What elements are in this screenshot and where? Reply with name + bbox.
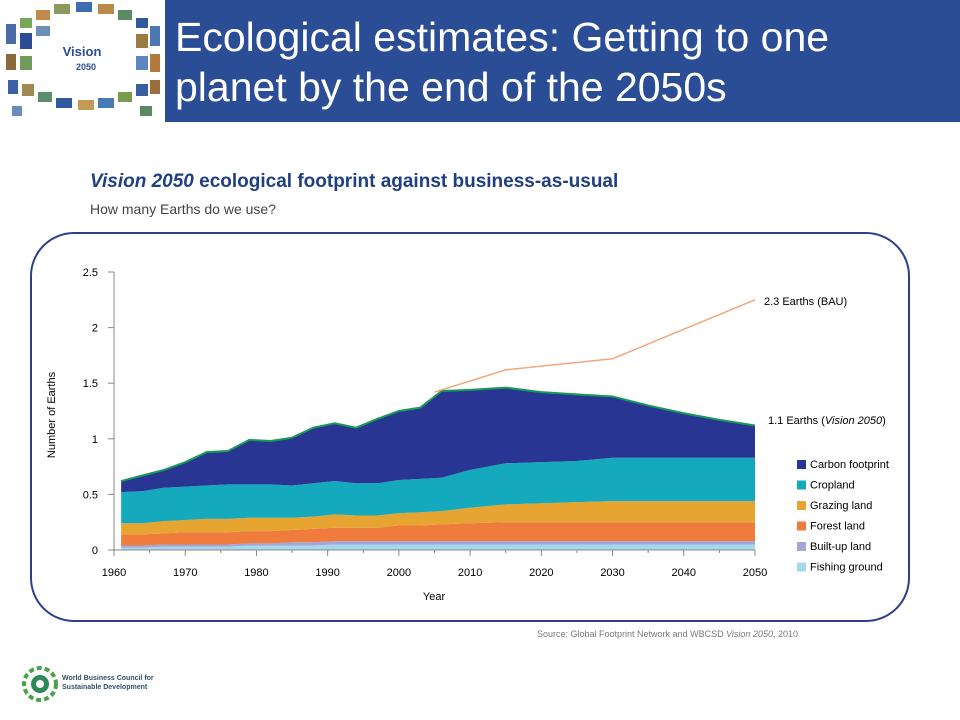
chart-subheading: How many Earths do we use? [90,201,276,217]
area-built-up-land [121,541,756,548]
wbcsd-logo: World Business Council for Sustainable D… [22,666,154,702]
vision-2050-logo: Vision 2050 [0,0,165,122]
wbcsd-line-1: World Business Council for [62,675,154,682]
y-tick-label: 2.5 [83,267,98,279]
y-tick-label: 1 [92,434,98,446]
slide-title: Ecological estimates: Getting to one pla… [175,12,945,112]
title-band: Ecological estimates: Getting to one pla… [165,0,960,122]
area-fishing-ground [121,544,756,550]
stacked-areas [121,387,756,550]
x-tick-label: 2030 [600,567,624,579]
chart-heading-italic: Vision 2050 [90,171,194,192]
source-prefix: Source: Global Footprint Network and WBC… [537,629,727,639]
x-tick-label: 2000 [387,567,411,579]
legend-label: Carbon footprint [810,459,889,471]
legend-label: Grazing land [810,500,872,512]
x-axis-title: Year [423,591,446,603]
vision-annotation-prefix: 1.1 Earths ( [768,415,825,427]
header: Vision 2050 Ecological estimates: Gettin… [0,0,960,122]
chart-heading-rest: ecological footprint against business-as… [193,171,619,192]
x-tick-label: 2010 [458,567,482,579]
legend-label: Forest land [810,521,865,533]
logo-text: Vision [63,44,102,59]
legend-label: Built-up land [810,541,871,553]
x-tick-label: 1980 [244,567,268,579]
logo-year: 2050 [76,62,96,72]
area-carbon-footprint [121,387,756,493]
x-tick-label: 2020 [529,567,553,579]
source-italic: Vision 2050 [726,629,773,639]
legend-swatch [797,480,806,490]
area-forest-land [121,522,756,546]
y-tick-label: 2 [92,323,98,335]
legend-swatch [797,501,806,510]
title-line-1: Ecological estimates: Getting to one [175,14,830,60]
vision-annotation: 1.1 Earths (Vision 2050) [768,415,886,427]
source-suffix: , 2010 [772,629,798,639]
title-line-2: planet by the end of the 2050s [175,64,727,110]
y-tick-label: 1.5 [83,378,98,390]
vision-annotation-italic: Vision 2050 [825,415,883,427]
x-tick-label: 1960 [102,567,126,579]
area-grazing-land [121,501,756,535]
x-tick-label: 1970 [173,567,197,579]
legend-label: Cropland [810,480,855,492]
x-tick-label: 1990 [315,567,339,579]
area-cropland [121,457,756,524]
legend-swatch [797,542,806,551]
chart-frame [30,232,910,622]
y-axis-title: Number of Earths [46,371,58,458]
wbcsd-emblem-icon [22,666,58,702]
vision-2050-total-line [120,386,756,483]
x-tick-label: 2050 [743,567,767,579]
source-note: Source: Global Footprint Network and WBC… [537,629,798,639]
trend-lines [120,299,756,483]
y-tick-label: 0.5 [83,489,98,501]
y-tick-label: 0 [92,545,98,557]
x-tick-label: 2040 [672,567,696,579]
legend-swatch [797,562,806,572]
bau-line [434,299,756,393]
legend-label: Fishing ground [810,562,883,574]
vision-annotation-suffix: ) [882,415,886,427]
legend-swatch [797,521,806,531]
wbcsd-line-2: Sustainable Development [62,684,148,691]
legend-swatch [797,460,806,469]
y-axis: 0 0.5 1 1.5 2 2.5 [83,267,115,557]
annotations: 2.3 Earths (BAU) 1.1 Earths (Vision 2050… [764,296,886,427]
chart-heading: Vision 2050 ecological footprint against… [90,171,790,193]
bau-annotation: 2.3 Earths (BAU) [764,296,847,308]
legend: Carbon footprint Cropland Grazing land Fore… [797,459,889,574]
x-axis: 1960 1970 1980 1990 2000 2010 2020 2030 2040 2050 [102,549,767,579]
